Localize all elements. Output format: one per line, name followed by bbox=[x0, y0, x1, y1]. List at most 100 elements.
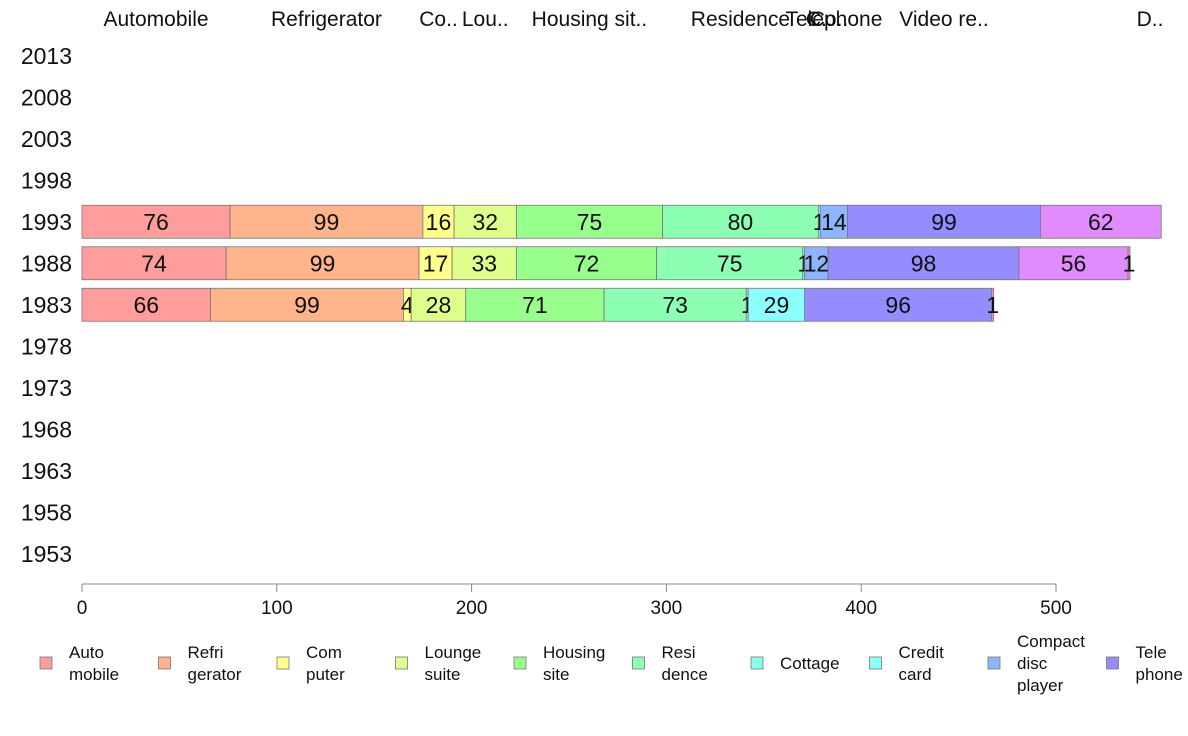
legend-swatch bbox=[395, 656, 408, 670]
bar-segment bbox=[847, 204, 1041, 239]
bar-value-label: 75 bbox=[717, 250, 743, 276]
bar-segment bbox=[81, 204, 231, 239]
y-axis-labels: 2013 2008 2003 1998 1993 1988 1983 1978 1973 1968… bbox=[21, 43, 72, 567]
bar-value-label: 80 bbox=[728, 209, 754, 235]
bar-segment bbox=[819, 204, 848, 239]
y-tick-label: 1963 bbox=[21, 458, 72, 484]
legend-swatch bbox=[632, 656, 645, 670]
bar-segment bbox=[827, 246, 1020, 281]
legend-label: mobile bbox=[69, 665, 119, 684]
y-tick-label: 1993 bbox=[21, 209, 72, 235]
legend-label: player bbox=[1017, 676, 1064, 695]
bar-segment bbox=[81, 246, 227, 281]
legend-label: phone bbox=[1136, 665, 1183, 684]
legend-label: Housing bbox=[543, 643, 605, 662]
legend-label: gerator bbox=[188, 665, 242, 684]
legend-label: Refri bbox=[188, 643, 224, 662]
legend-label: Lounge bbox=[425, 643, 482, 662]
legend-swatch bbox=[276, 656, 290, 670]
bar-value-label: 16 bbox=[426, 209, 452, 235]
series-header: Co.. bbox=[419, 8, 458, 31]
x-tick-label: 300 bbox=[651, 598, 683, 619]
legend-label: site bbox=[543, 665, 569, 684]
series-header-row: Automobile Refrigerator Co.. Lou.. Housing s… bbox=[103, 8, 1163, 31]
series-header: Video re.. bbox=[899, 8, 989, 31]
bar-value-label: 99 bbox=[314, 209, 340, 235]
y-tick-label: 1973 bbox=[21, 375, 72, 401]
x-tick-label: 400 bbox=[845, 598, 877, 619]
legend-label: card bbox=[899, 665, 932, 684]
x-axis: 0 100 200 300 400 500 bbox=[77, 583, 1072, 619]
x-tick-label: 200 bbox=[456, 598, 488, 619]
legend-label: Auto bbox=[69, 643, 104, 662]
series-header: Automobile bbox=[103, 8, 208, 31]
x-tick-label: 100 bbox=[261, 598, 293, 619]
bar-segment bbox=[422, 204, 455, 239]
bar-value-label: 98 bbox=[911, 250, 937, 276]
y-tick-label: 1968 bbox=[21, 416, 72, 442]
legend-swatch bbox=[869, 656, 882, 670]
series-header: Lou.. bbox=[462, 8, 509, 31]
bar-segment bbox=[656, 246, 804, 281]
bar-segment bbox=[451, 246, 517, 281]
y-tick-label: 1978 bbox=[21, 333, 72, 359]
legend-label: Credit bbox=[899, 643, 945, 662]
bar-value-label: 73 bbox=[662, 292, 688, 318]
legend-label: Compact bbox=[1017, 632, 1085, 651]
y-tick-label: 1953 bbox=[21, 541, 72, 567]
bar-segment bbox=[225, 246, 420, 281]
legend-label: disc bbox=[1017, 654, 1048, 673]
series-header: Residence bbox=[691, 8, 790, 31]
bar-segment bbox=[804, 287, 993, 322]
bar-value-label: 99 bbox=[310, 250, 336, 276]
legend: Auto mobile Refri gerator Com puter Lounge suit… bbox=[39, 632, 1183, 695]
x-tick-label: 500 bbox=[1040, 598, 1072, 619]
legend-swatch bbox=[39, 656, 53, 670]
legend-swatch bbox=[987, 656, 1001, 670]
bar-value-label: 32 bbox=[472, 209, 498, 235]
y-tick-label: 1998 bbox=[21, 167, 72, 193]
bar-value-label: 62 bbox=[1088, 209, 1114, 235]
bar-value-label: 17 bbox=[423, 250, 449, 276]
legend-label: Com bbox=[306, 643, 342, 662]
y-tick-label: 1958 bbox=[21, 499, 72, 525]
y-tick-label: 2003 bbox=[21, 126, 72, 152]
bar-segment bbox=[747, 287, 806, 322]
bar-value-label: 99 bbox=[931, 209, 957, 235]
bar-segment bbox=[418, 246, 453, 281]
bar-segment bbox=[603, 287, 747, 322]
bar-segment bbox=[453, 204, 517, 239]
bar-segment bbox=[1040, 204, 1162, 239]
legend-label: Cottage bbox=[780, 654, 840, 673]
bar-value-label: 96 bbox=[885, 292, 911, 318]
bar-value-label: 14 bbox=[821, 209, 847, 235]
x-tick-label: 0 bbox=[77, 598, 88, 619]
bar-segment bbox=[410, 287, 467, 322]
bar-segment bbox=[465, 287, 605, 322]
bar-value-label: 72 bbox=[574, 250, 600, 276]
bar-value-label: 1 bbox=[1123, 250, 1136, 276]
bar-value-label: 76 bbox=[143, 209, 169, 235]
series-header: Refrigerator bbox=[271, 8, 382, 31]
legend-swatch bbox=[1106, 656, 1119, 670]
bar-segment bbox=[210, 287, 404, 322]
legend-label: Tele bbox=[1136, 643, 1167, 662]
y-tick-label: 1988 bbox=[21, 250, 72, 276]
series-header: C.. bbox=[806, 8, 833, 31]
bar-value-label: 71 bbox=[522, 292, 548, 318]
legend-label: Resi bbox=[662, 643, 696, 662]
bar-segment bbox=[662, 204, 819, 239]
bar-value-label: 1 bbox=[986, 292, 999, 318]
bar-value-label: 33 bbox=[471, 250, 497, 276]
bar-segment bbox=[516, 204, 663, 239]
series-header: Co.. bbox=[810, 8, 849, 31]
bar-segment bbox=[1127, 246, 1131, 281]
bar-value-label: 56 bbox=[1061, 250, 1087, 276]
y-tick-label: 2008 bbox=[21, 84, 72, 110]
series-header: Housing sit.. bbox=[532, 8, 648, 31]
legend-label: puter bbox=[306, 665, 345, 684]
legend-label: suite bbox=[425, 665, 461, 684]
bar-value-label: 4 bbox=[401, 292, 414, 318]
